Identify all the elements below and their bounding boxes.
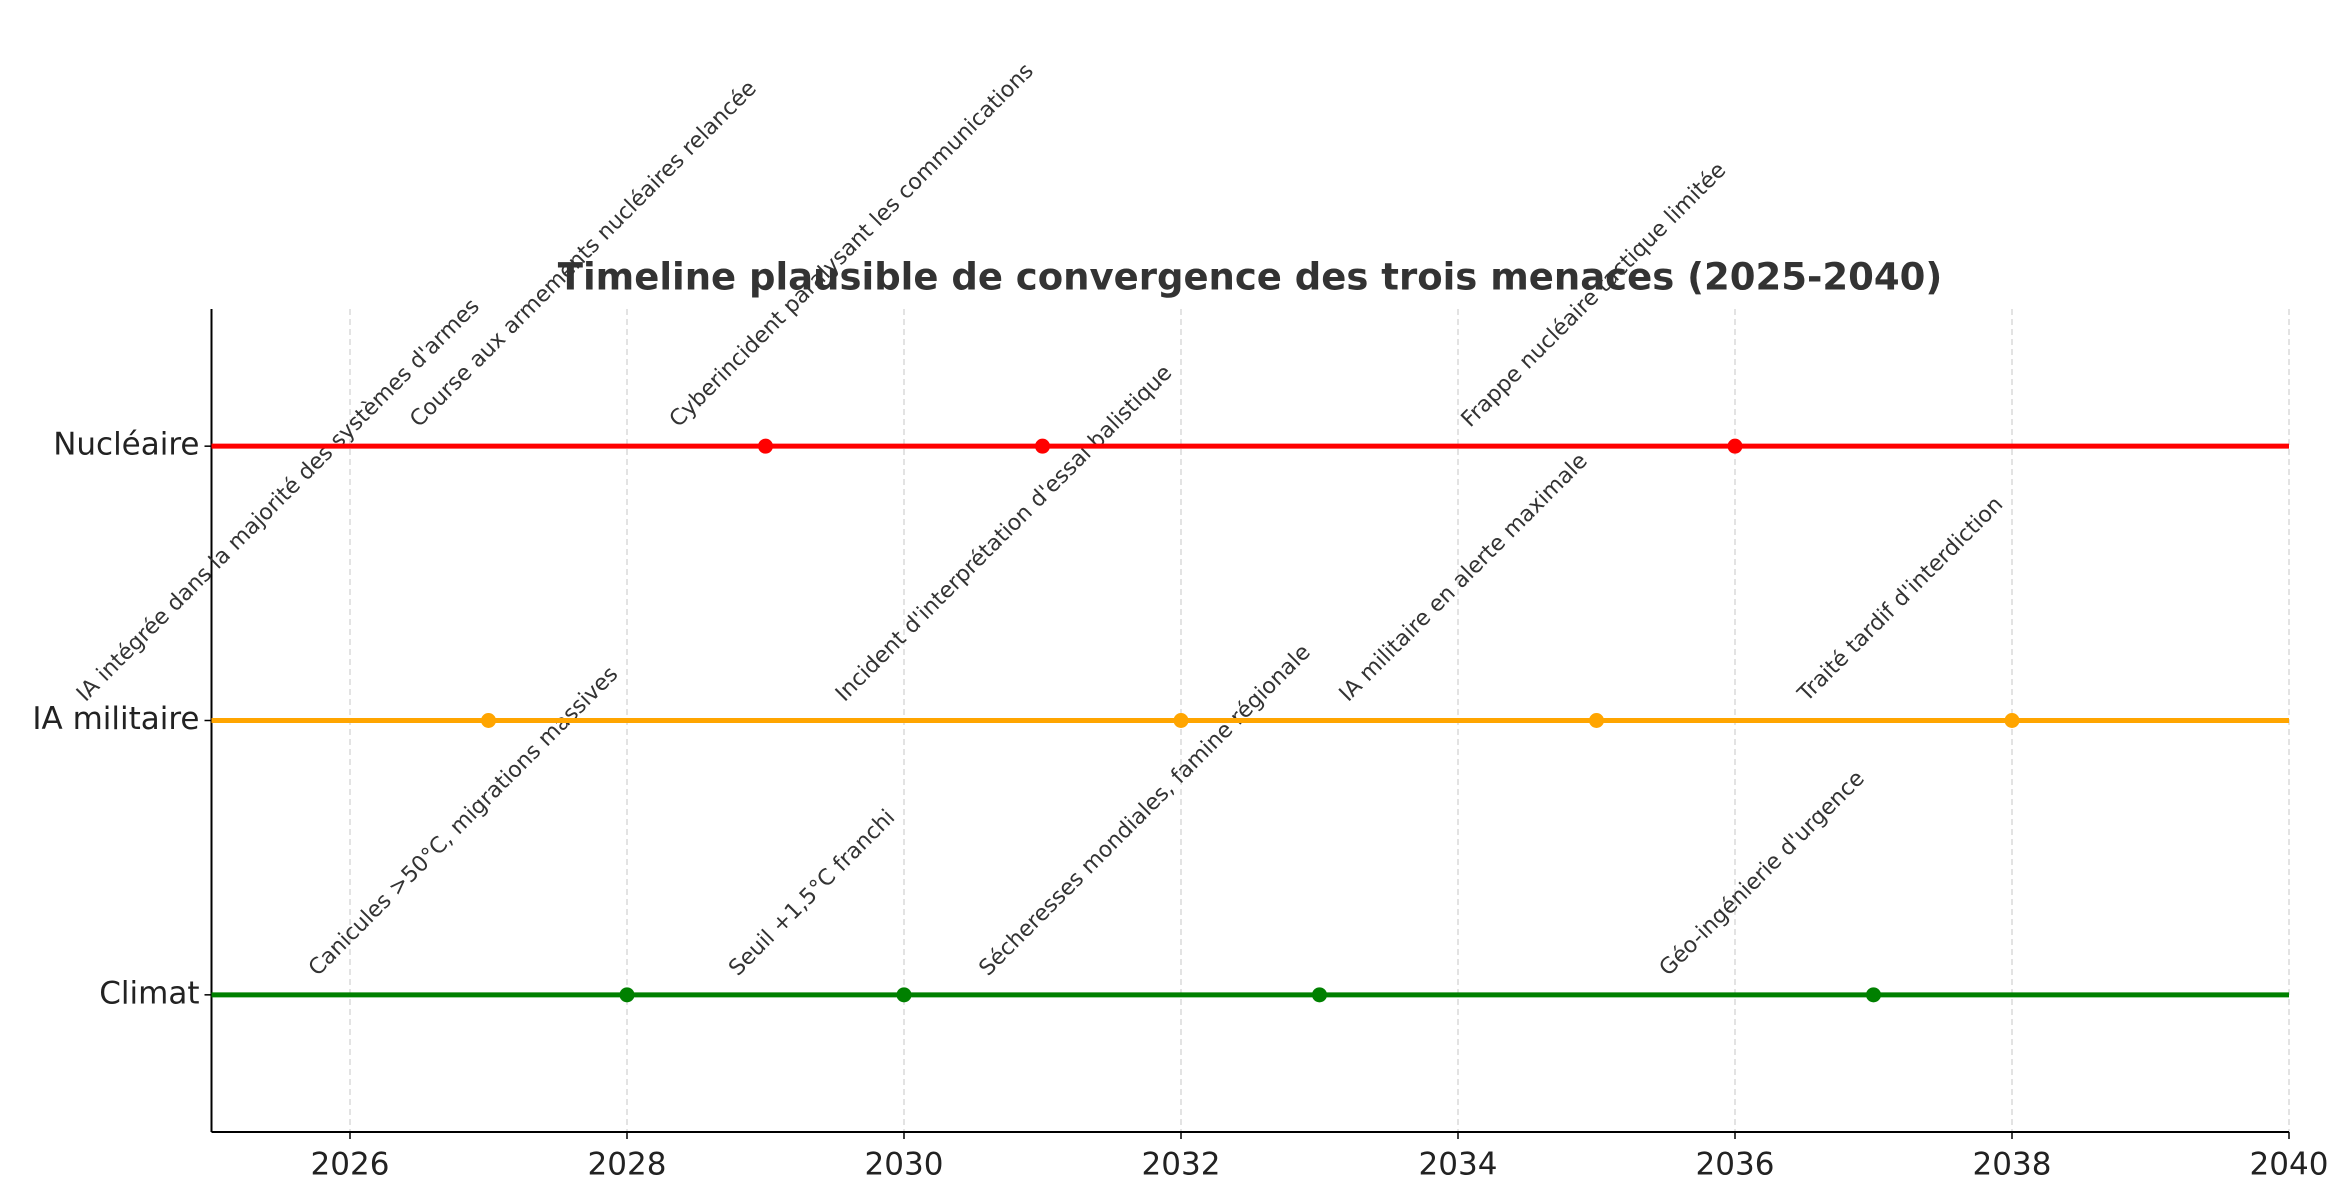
x-tick-label: 2032	[1142, 1147, 1221, 1183]
event-label: Incident d'interprétation d'essai balist…	[831, 361, 1177, 707]
y-tick-label: Nucléaire	[53, 427, 199, 463]
x-tick-label: 2038	[1973, 1147, 2052, 1183]
event-label: Géo-ingénierie d'urgence	[1655, 766, 1870, 981]
event-marker	[758, 438, 773, 454]
x-tick-label: 2026	[311, 1147, 390, 1183]
event-label: Traité tardif d'interdiction	[1793, 492, 2009, 708]
x-tick-label: 2030	[865, 1147, 944, 1183]
y-tick-label: IA militaire	[32, 701, 199, 737]
event-label: Seuil +1,5°C franchi	[724, 805, 900, 981]
x-tick-label: 2028	[588, 1147, 667, 1183]
event-marker	[1727, 438, 1743, 454]
event-marker	[1312, 987, 1327, 1003]
event-marker	[619, 987, 635, 1003]
event-marker	[2004, 713, 2020, 728]
x-tick-label: 2036	[1696, 1147, 1775, 1183]
x-tick-label: 2034	[1419, 1147, 1498, 1183]
event-marker	[1173, 713, 1189, 728]
chart-title: Timeline plausible de convergence des tr…	[558, 256, 1942, 299]
event-marker	[1589, 713, 1604, 728]
event-marker	[481, 713, 496, 728]
y-tick-label: Climat	[99, 975, 199, 1011]
event-label: IA intégrée dans la majorité des système…	[72, 294, 485, 707]
event-marker	[1866, 987, 1881, 1003]
event-label: IA militaire en alerte maximale	[1335, 449, 1593, 707]
event-marker	[1035, 438, 1050, 454]
x-tick-label: 2040	[2250, 1147, 2329, 1183]
event-marker	[896, 987, 912, 1003]
event-label: Canicules >50°C, migrations massives	[304, 662, 623, 981]
event-label: Sécheresses mondiales, famine régionale	[975, 640, 1316, 981]
